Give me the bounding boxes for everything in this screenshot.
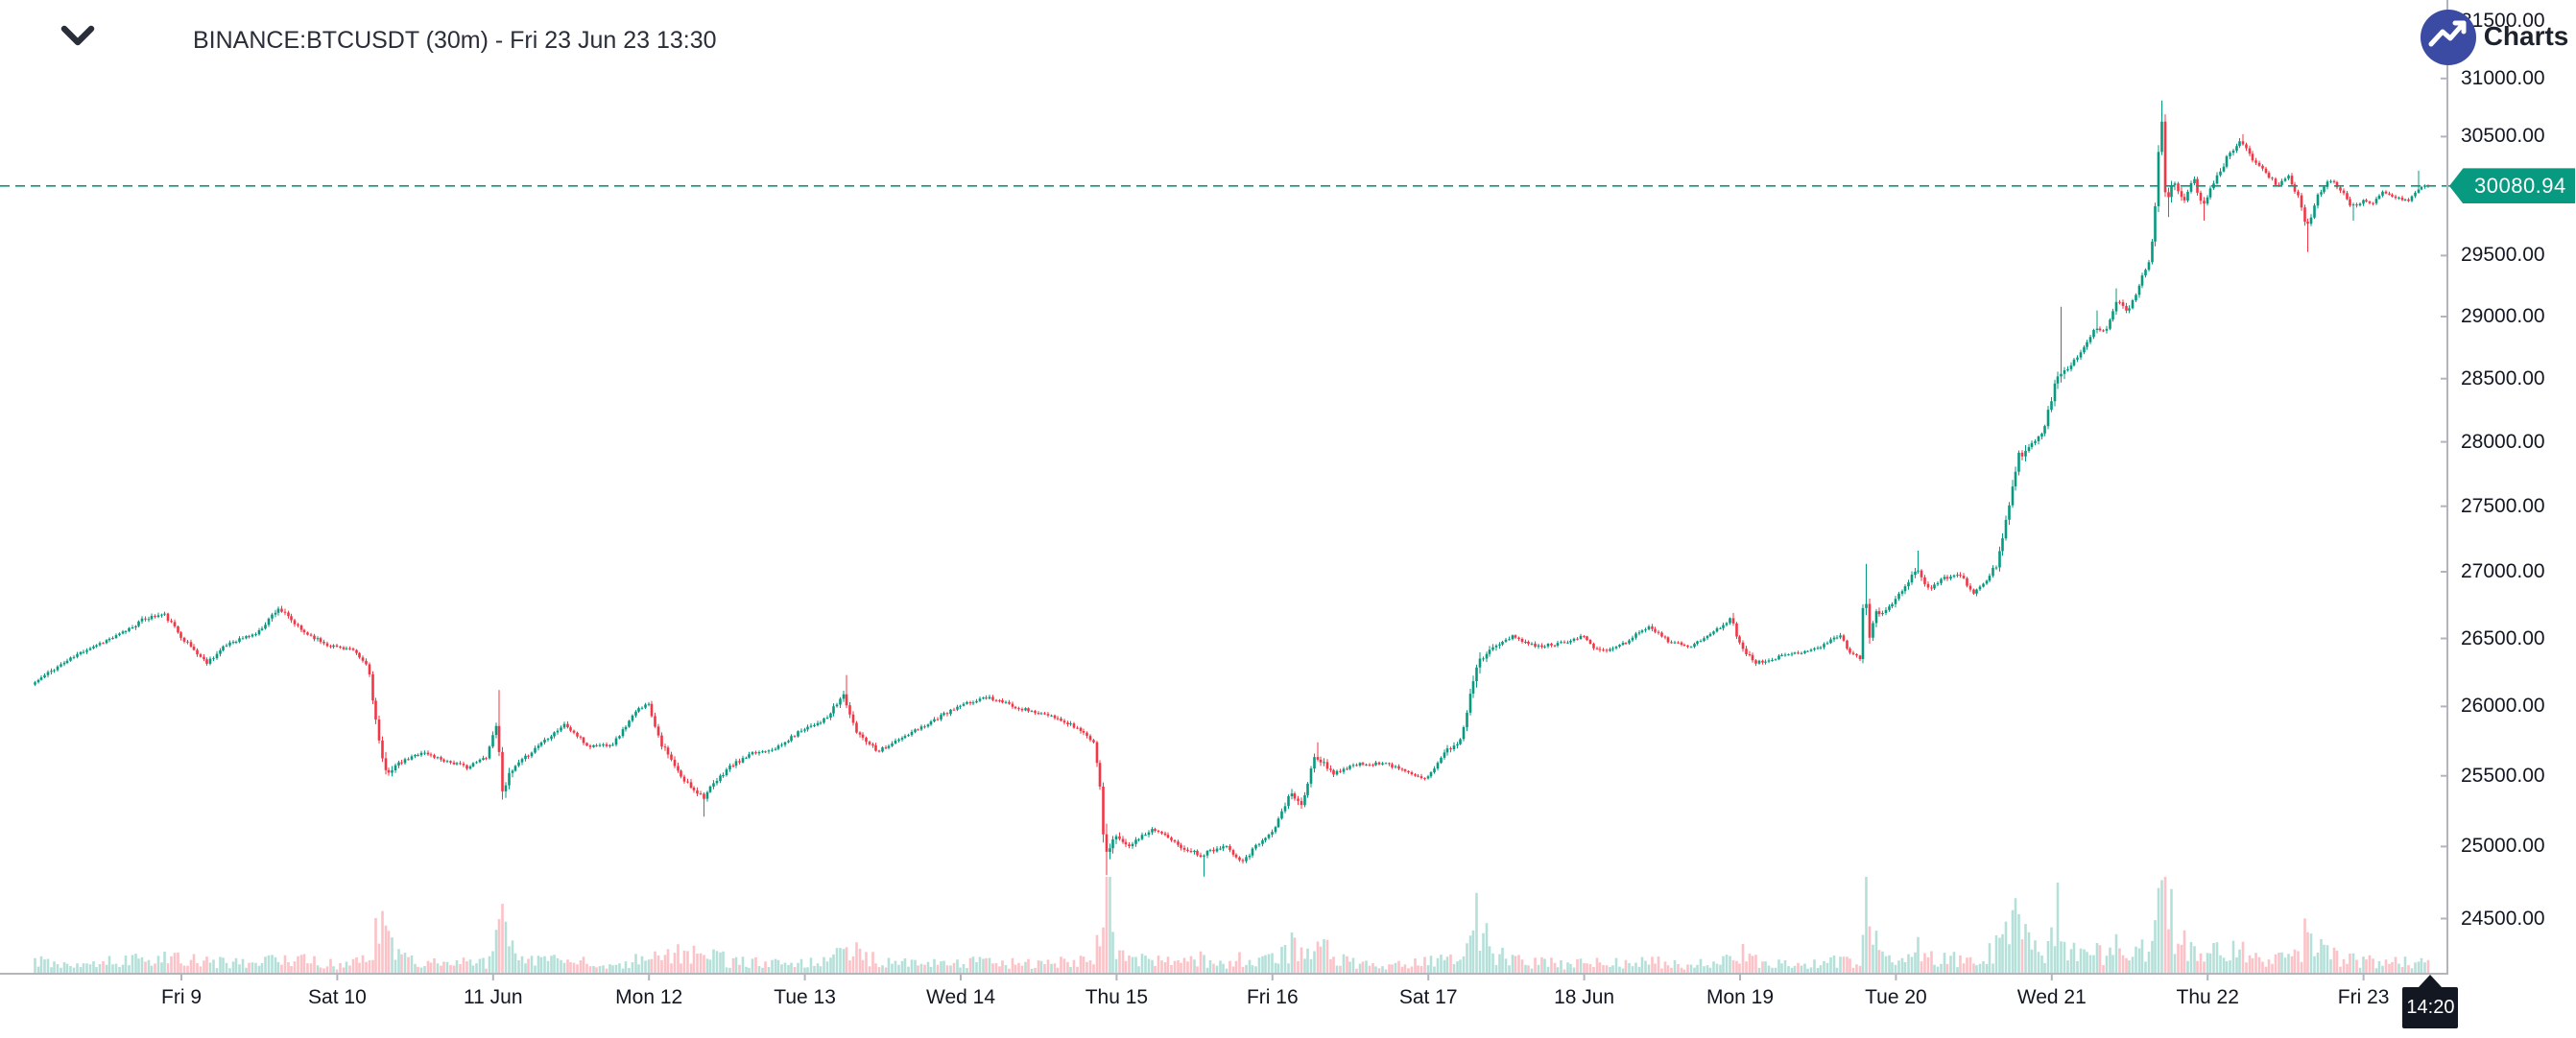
price-tick-label: 27500.00	[2461, 494, 2545, 517]
price-tick-label: 28000.00	[2461, 430, 2545, 453]
time-tick-label: Fri 16	[1246, 986, 1299, 1008]
top-bar: BINANCE:BTCUSDT (30m) - Fri 23 Jun 23 13…	[0, 0, 1920, 67]
price-tick-label: 25500.00	[2461, 764, 2545, 787]
current-price-value: 30080.94	[2474, 173, 2566, 198]
current-price-label[interactable]: 30080.94	[2449, 168, 2575, 204]
symbol-title: BINANCE:BTCUSDT (30m) - Fri 23 Jun 23 13…	[193, 27, 717, 54]
time-tick-label: Wed 14	[926, 986, 995, 1008]
price-tick-label: 31500.00	[2461, 10, 2545, 33]
price-tick-label: 30500.00	[2461, 125, 2545, 148]
price-tick-label: 24500.00	[2461, 907, 2545, 930]
time-tick-label: Fri 9	[161, 986, 202, 1008]
time-axis[interactable]: Fri 9 Sat 10 11 Jun Mon 12 Tue 13 Wed 14 Thu 1…	[0, 974, 2447, 1038]
chevron-down-icon[interactable]	[60, 24, 96, 49]
volume-bars-down	[102, 877, 2430, 973]
time-tick-label: Fri 23	[2337, 986, 2390, 1008]
time-tick-label: Thu 22	[2176, 986, 2239, 1008]
time-tick-label: Tue 20	[1865, 986, 1927, 1008]
price-tick-label: 29500.00	[2461, 244, 2545, 267]
time-tick-label: Wed 21	[2016, 986, 2087, 1008]
badge-arrow-up-icon	[2419, 975, 2443, 987]
price-tick-label: 29000.00	[2461, 305, 2545, 328]
price-tick-label: 27000.00	[2461, 559, 2545, 582]
price-tick-label: 25000.00	[2461, 835, 2545, 858]
time-tick-label: Mon 12	[615, 986, 683, 1008]
charts-watermark: Charts |	[2483, 21, 2576, 51]
time-tick-label: 11 Jun	[464, 986, 523, 1008]
time-tick-label: Thu 15	[1085, 986, 1149, 1008]
cursor-time-label: 14:20	[2402, 975, 2459, 1028]
time-tick-label: Sat 17	[1398, 986, 1458, 1008]
tradingview-logo[interactable]	[2421, 10, 2476, 65]
price-axis[interactable]: 31500.00 31000.00 30500.00 29500.00 29000.00…	[2447, 0, 2576, 974]
price-tick-label: 28500.00	[2461, 366, 2545, 389]
candle-wicks-up	[35, 100, 2425, 877]
time-tick-label: Mon 19	[1705, 986, 1775, 1008]
price-tick-label: 26000.00	[2461, 695, 2545, 718]
time-tick-label: 18 Jun	[1554, 986, 1615, 1008]
candle-bodies-down	[102, 121, 2430, 861]
price-tick-label: 26500.00	[2461, 626, 2545, 649]
time-tick-label: Tue 13	[774, 986, 836, 1008]
time-tick-label: Sat 10	[308, 986, 367, 1008]
volume-bars-up	[34, 877, 2426, 973]
candle-bodies-up	[34, 121, 2426, 861]
price-tick-label: 31000.00	[2461, 66, 2545, 89]
